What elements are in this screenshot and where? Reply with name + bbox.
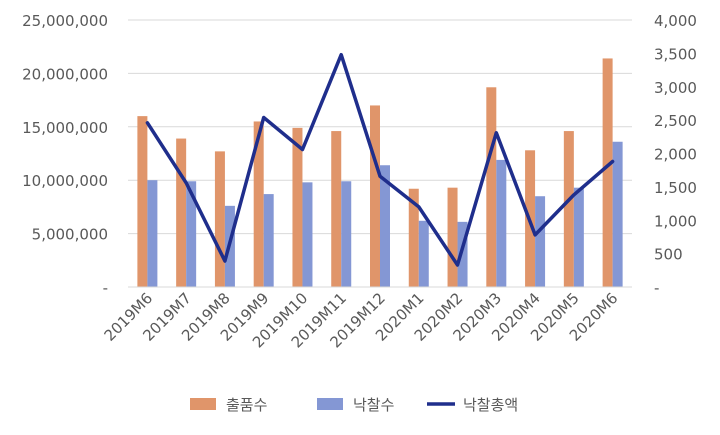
bar-winning-bids (341, 181, 352, 287)
y-tick-label-left: 15,000,000 (22, 119, 108, 137)
y-tick-label-right: 500 (654, 246, 683, 264)
y-tick-label-right: 2,500 (654, 112, 697, 130)
bar-listings (486, 87, 497, 287)
legend-swatch (317, 398, 343, 410)
y-tick-label-right: 3,500 (654, 45, 697, 63)
bar-winning-bids (573, 187, 584, 287)
bar-listings (253, 121, 264, 288)
bar-winning-bids (186, 181, 197, 287)
bar-winning-bids (612, 141, 623, 287)
bar-listings (370, 105, 380, 287)
bar-winning-bids (535, 196, 546, 287)
y-tick-label-left: 10,000,000 (22, 172, 108, 190)
bar-winning-bids (380, 165, 390, 287)
y-tick-label-left: 5,000,000 (32, 226, 108, 244)
bar-winning-bids (418, 220, 429, 287)
y-tick-label-right: 3,000 (654, 79, 697, 97)
bar-winning-bids (263, 194, 274, 287)
y-tick-label-right: 1,000 (654, 212, 697, 230)
bar-listings (137, 116, 148, 288)
bar-winning-bids (302, 182, 313, 287)
bar-winning-bids (457, 221, 468, 287)
bar-listings (331, 131, 342, 287)
y-tick-label-left: 25,000,000 (22, 12, 108, 30)
legend-label: 출품수 (226, 396, 267, 414)
bar-listings (214, 151, 225, 287)
legend-label: 낙찰총액 (463, 396, 518, 414)
y-tick-label-right: 4,000 (654, 12, 697, 30)
bar-listings (447, 187, 458, 287)
y-tick-label-right: 1,500 (654, 179, 697, 197)
bar-listings (292, 127, 303, 287)
line-total-winning-amount (145, 52, 615, 267)
legend-swatch (190, 398, 216, 410)
y-tick-label-left: 20,000,000 (22, 65, 108, 83)
bar-listings (408, 188, 419, 287)
bar-winning-bids (147, 180, 158, 287)
y-tick-label-left: - (103, 279, 108, 297)
y-tick-label-right: 2,000 (654, 146, 697, 164)
bar-winning-bids (496, 159, 507, 287)
bar-listings (563, 131, 574, 287)
y-tick-label-right: - (654, 279, 659, 297)
bar-listings (602, 58, 613, 288)
legend-label: 낙찰수 (353, 396, 394, 414)
bar-listings (176, 138, 187, 287)
